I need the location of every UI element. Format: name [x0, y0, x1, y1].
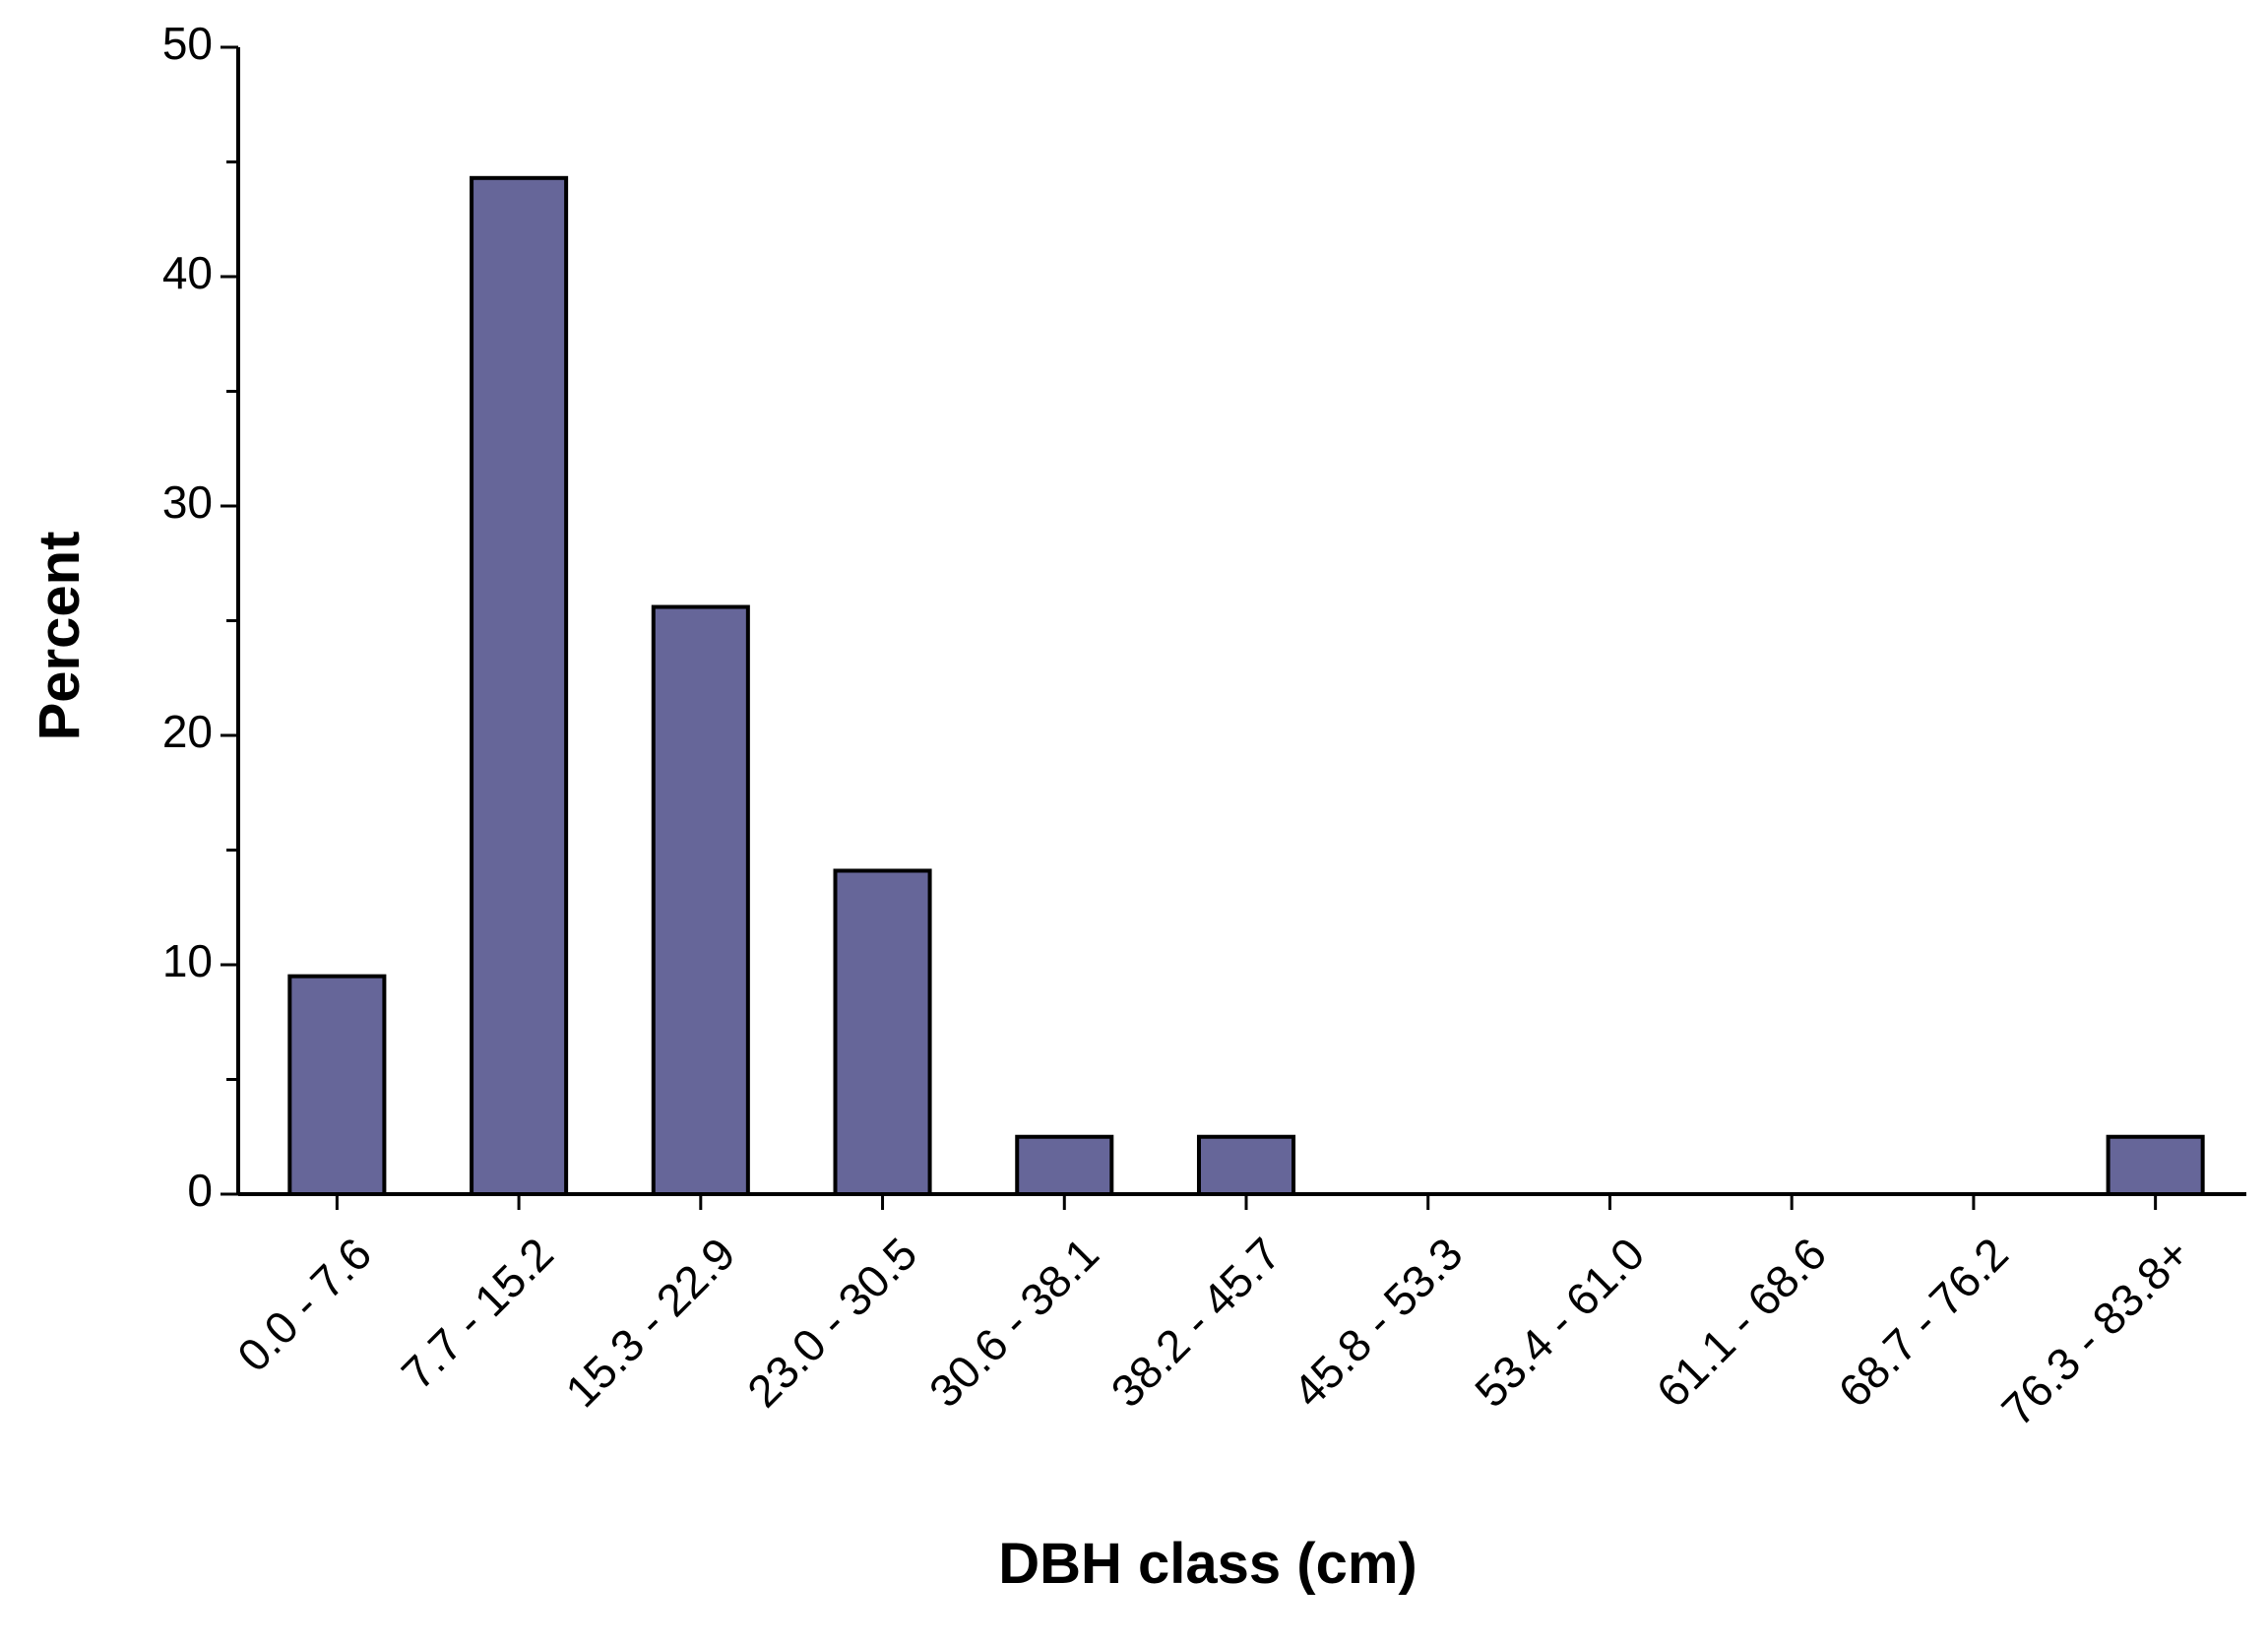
- x-tick-label: 53.4 - 61.0: [1465, 1228, 1654, 1417]
- x-tick-label: 15.3 - 22.9: [555, 1228, 744, 1417]
- bar: [1015, 1134, 1114, 1196]
- x-tick-label: 7.7 - 15.2: [392, 1228, 563, 1399]
- x-tick-label: 30.6 - 38.1: [919, 1228, 1108, 1417]
- bar: [287, 974, 387, 1197]
- y-tick-label: 0: [187, 1165, 213, 1216]
- y-tick-label: 10: [162, 935, 213, 986]
- y-tick-label: 50: [162, 18, 213, 69]
- x-tick-label: 23.0 - 30.5: [737, 1228, 926, 1417]
- x-tick-label: 61.1 - 68.6: [1647, 1228, 1836, 1417]
- x-tick-label: 68.7 - 76.2: [1828, 1228, 2017, 1417]
- bar: [2106, 1134, 2205, 1196]
- y-tick-label: 30: [162, 476, 213, 528]
- bar: [833, 868, 932, 1196]
- y-tick-label: 40: [162, 247, 213, 298]
- x-tick-label: 45.8 - 53.3: [1283, 1228, 1472, 1417]
- x-tick-label: 76.3 - 83.8+: [1991, 1228, 2199, 1435]
- bar: [651, 604, 750, 1196]
- y-tick-label: 20: [162, 706, 213, 757]
- x-tick-label: 0.0 - 7.6: [227, 1228, 381, 1381]
- bar: [1196, 1134, 1296, 1196]
- y-axis-title: Percent: [28, 532, 92, 741]
- x-axis-title: DBH class (cm): [998, 1532, 1417, 1596]
- bar: [470, 175, 569, 1196]
- x-tick-label: 38.2 - 45.7: [1102, 1228, 1291, 1417]
